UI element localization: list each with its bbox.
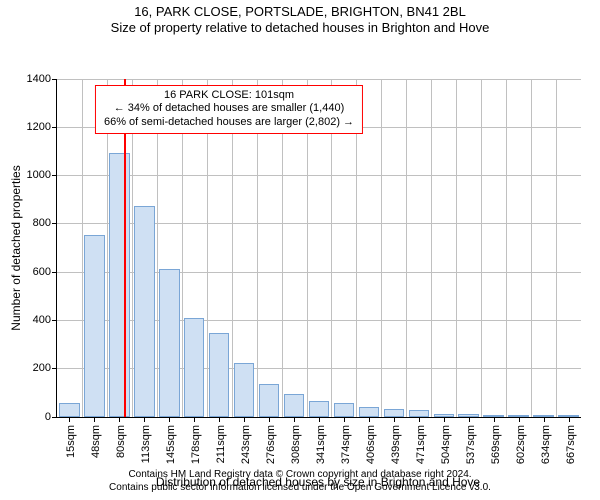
- histogram-bar: [334, 403, 354, 416]
- x-tick-mark: [219, 417, 220, 422]
- x-tick-label: 48sqm: [90, 425, 102, 458]
- x-tick-label: 243sqm: [240, 425, 252, 464]
- x-tick-mark: [69, 417, 70, 422]
- page-subtitle: Size of property relative to detached ho…: [0, 20, 600, 36]
- footer-line-1: Contains HM Land Registry data © Crown c…: [0, 468, 600, 481]
- footer-attribution: Contains HM Land Registry data © Crown c…: [0, 468, 600, 494]
- annotation-line: ← 34% of detached houses are smaller (1,…: [104, 102, 354, 116]
- x-tick-mark: [294, 417, 295, 422]
- x-tick-label: 374sqm: [340, 425, 352, 464]
- y-tick-label: 0: [45, 411, 57, 423]
- x-tick-mark: [569, 417, 570, 422]
- x-tick-mark: [119, 417, 120, 422]
- x-tick-label: 15sqm: [65, 425, 77, 458]
- gridline-v: [406, 79, 407, 417]
- x-tick-label: 504sqm: [440, 425, 452, 464]
- x-tick-mark: [444, 417, 445, 422]
- gridline-v: [381, 79, 382, 417]
- gridline-v: [431, 79, 432, 417]
- x-tick-label: 145sqm: [165, 425, 177, 464]
- histogram-bar: [59, 403, 79, 416]
- x-tick-label: 471sqm: [415, 425, 427, 464]
- y-tick-label: 1200: [27, 121, 57, 133]
- x-tick-mark: [519, 417, 520, 422]
- x-tick-mark: [344, 417, 345, 422]
- footer-line-2: Contains public sector information licen…: [0, 481, 600, 494]
- gridline-v: [531, 79, 532, 417]
- gridline-v: [481, 79, 482, 417]
- x-tick-label: 308sqm: [290, 425, 302, 464]
- x-tick-mark: [369, 417, 370, 422]
- x-tick-mark: [394, 417, 395, 422]
- y-tick-label: 1400: [27, 73, 57, 85]
- x-tick-mark: [319, 417, 320, 422]
- histogram-bar: [184, 318, 204, 417]
- x-tick-label: 569sqm: [490, 425, 502, 464]
- histogram-bar: [284, 394, 304, 417]
- gridline-v: [82, 79, 83, 417]
- x-tick-mark: [244, 417, 245, 422]
- y-tick-label: 600: [33, 266, 57, 278]
- histogram-bar: [209, 333, 229, 416]
- x-tick-label: 80sqm: [115, 425, 127, 458]
- x-tick-label: 537sqm: [465, 425, 477, 464]
- gridline-v: [506, 79, 507, 417]
- histogram-bar: [109, 153, 129, 416]
- x-tick-mark: [544, 417, 545, 422]
- annotation-box: 16 PARK CLOSE: 101sqm← 34% of detached h…: [95, 85, 363, 134]
- x-tick-mark: [469, 417, 470, 422]
- histogram-bar: [234, 363, 254, 416]
- x-tick-label: 178sqm: [190, 425, 202, 464]
- gridline-v: [556, 79, 557, 417]
- gridline-v: [456, 79, 457, 417]
- x-tick-label: 406sqm: [365, 425, 377, 464]
- page-title: 16, PARK CLOSE, PORTSLADE, BRIGHTON, BN4…: [0, 0, 600, 20]
- x-tick-mark: [269, 417, 270, 422]
- annotation-line: 16 PARK CLOSE: 101sqm: [104, 89, 354, 103]
- x-tick-label: 667sqm: [565, 425, 577, 464]
- y-axis-label: Number of detached properties: [9, 165, 23, 330]
- plot-area: 020040060080010001200140015sqm48sqm80sqm…: [56, 79, 581, 418]
- x-tick-mark: [94, 417, 95, 422]
- x-tick-mark: [169, 417, 170, 422]
- gridline-h: [57, 79, 581, 80]
- y-tick-label: 800: [33, 217, 57, 229]
- histogram-bar: [134, 206, 154, 416]
- histogram-bar: [384, 409, 404, 416]
- y-tick-label: 1000: [27, 169, 57, 181]
- x-tick-mark: [144, 417, 145, 422]
- x-tick-label: 276sqm: [265, 425, 277, 464]
- x-tick-label: 634sqm: [540, 425, 552, 464]
- histogram-bar: [309, 401, 329, 417]
- y-tick-label: 400: [33, 314, 57, 326]
- x-tick-mark: [194, 417, 195, 422]
- x-tick-mark: [419, 417, 420, 422]
- histogram-bar: [159, 269, 179, 416]
- x-tick-label: 341sqm: [315, 425, 327, 464]
- x-tick-label: 113sqm: [140, 425, 152, 463]
- histogram-bar: [84, 235, 104, 416]
- histogram-bar: [259, 384, 279, 417]
- x-tick-label: 211sqm: [215, 425, 227, 463]
- y-tick-label: 200: [33, 362, 57, 374]
- x-tick-label: 602sqm: [515, 425, 527, 464]
- histogram-bar: [359, 407, 379, 417]
- x-tick-mark: [494, 417, 495, 422]
- gridline-h: [57, 175, 581, 176]
- x-tick-label: 439sqm: [390, 425, 402, 464]
- annotation-line: 66% of semi-detached houses are larger (…: [104, 116, 354, 130]
